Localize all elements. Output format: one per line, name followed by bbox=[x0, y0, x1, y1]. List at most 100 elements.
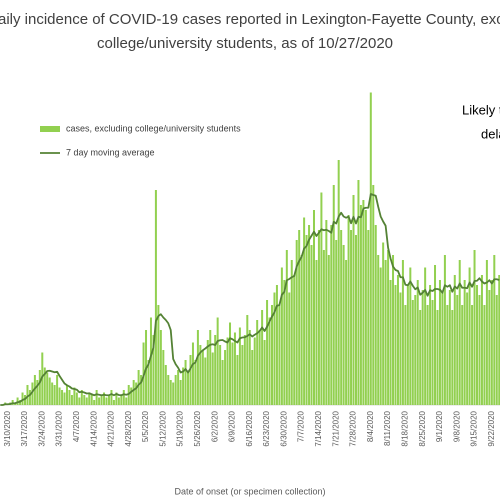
bar bbox=[214, 335, 217, 405]
bar bbox=[438, 280, 441, 405]
x-tick-label: 5/19/2020 bbox=[176, 410, 185, 446]
bar bbox=[147, 360, 150, 405]
x-tick-label: 6/9/2020 bbox=[228, 410, 237, 442]
bar bbox=[149, 317, 152, 405]
bar bbox=[191, 342, 194, 405]
bar bbox=[463, 280, 466, 405]
bar bbox=[332, 185, 335, 405]
x-tick-label: 9/15/2020 bbox=[470, 410, 479, 446]
bar bbox=[162, 350, 165, 405]
bar bbox=[100, 395, 103, 405]
bar bbox=[305, 235, 308, 405]
bar bbox=[493, 255, 496, 405]
bar bbox=[137, 370, 140, 405]
bar bbox=[456, 295, 459, 405]
bar bbox=[414, 295, 417, 405]
bar bbox=[379, 267, 382, 405]
bar bbox=[63, 392, 66, 405]
x-tick-label: 9/8/2020 bbox=[452, 410, 461, 442]
bar bbox=[36, 380, 39, 405]
bar bbox=[115, 392, 118, 405]
bar bbox=[483, 305, 486, 405]
bar bbox=[216, 317, 219, 405]
bar bbox=[404, 305, 407, 405]
bar bbox=[315, 260, 318, 405]
bar bbox=[154, 190, 157, 405]
x-tick-label: 8/18/2020 bbox=[400, 410, 409, 446]
bar bbox=[384, 260, 387, 405]
x-tick-label: 4/21/2020 bbox=[107, 410, 116, 446]
bar bbox=[300, 255, 303, 405]
bar bbox=[374, 225, 377, 405]
bar bbox=[43, 367, 46, 405]
bar bbox=[110, 390, 113, 405]
x-tick-label: 8/4/2020 bbox=[366, 410, 375, 442]
bar bbox=[387, 250, 390, 405]
bar bbox=[219, 345, 222, 405]
x-tick-label: 4/14/2020 bbox=[89, 410, 98, 446]
bar bbox=[275, 285, 278, 405]
bar bbox=[490, 280, 493, 405]
bar bbox=[182, 367, 185, 405]
bar bbox=[21, 392, 24, 405]
bar bbox=[317, 230, 320, 405]
bar bbox=[278, 305, 281, 405]
bar bbox=[461, 305, 464, 405]
bar bbox=[466, 292, 469, 405]
x-tick-label: 9/1/2020 bbox=[435, 410, 444, 442]
bar bbox=[48, 377, 51, 405]
bar bbox=[478, 295, 481, 405]
bar bbox=[33, 375, 36, 405]
bar bbox=[352, 195, 355, 405]
bar bbox=[261, 310, 264, 405]
bar bbox=[468, 267, 471, 405]
bar bbox=[476, 285, 479, 405]
moving-average-line bbox=[0, 193, 500, 406]
x-tick-label: 5/26/2020 bbox=[193, 410, 202, 446]
bar bbox=[389, 280, 392, 405]
bar bbox=[189, 355, 192, 405]
bar bbox=[80, 390, 83, 405]
x-tick-label: 7/7/2020 bbox=[297, 410, 306, 442]
legend-label: cases, excluding college/university stud… bbox=[66, 123, 241, 133]
bar bbox=[70, 395, 73, 405]
bar bbox=[327, 255, 330, 405]
bar bbox=[26, 385, 29, 405]
x-tick-label: 6/16/2020 bbox=[245, 410, 254, 446]
bar bbox=[236, 355, 239, 405]
bar bbox=[93, 400, 96, 405]
bar bbox=[448, 290, 451, 405]
bar bbox=[295, 240, 298, 405]
bar bbox=[394, 285, 397, 405]
bar bbox=[364, 210, 367, 405]
x-tick-label: 6/23/2020 bbox=[262, 410, 271, 446]
bar bbox=[369, 92, 372, 405]
chart-title: aily incidence of COVID-19 cases reporte… bbox=[0, 11, 500, 28]
bar bbox=[303, 217, 306, 405]
bar bbox=[308, 225, 311, 405]
bar bbox=[342, 245, 345, 405]
bar bbox=[288, 292, 291, 405]
x-tick-label: 6/30/2020 bbox=[279, 410, 288, 446]
x-tick-label: 3/31/2020 bbox=[55, 410, 64, 446]
bar bbox=[177, 370, 180, 405]
bar bbox=[401, 260, 404, 405]
bar bbox=[399, 292, 402, 405]
bar bbox=[233, 332, 236, 405]
bar bbox=[68, 390, 71, 405]
x-tick-label: 7/14/2020 bbox=[314, 410, 323, 446]
bar bbox=[157, 305, 160, 405]
bar bbox=[416, 280, 419, 405]
bar bbox=[78, 397, 81, 405]
bar bbox=[140, 375, 143, 405]
bar bbox=[431, 300, 434, 405]
bar bbox=[246, 315, 249, 405]
bar bbox=[53, 385, 56, 405]
bar bbox=[241, 345, 244, 405]
bar bbox=[362, 200, 365, 405]
bar bbox=[424, 267, 427, 405]
bar bbox=[426, 305, 429, 405]
legend-label: 7 day moving average bbox=[66, 147, 155, 157]
bar bbox=[130, 387, 133, 405]
